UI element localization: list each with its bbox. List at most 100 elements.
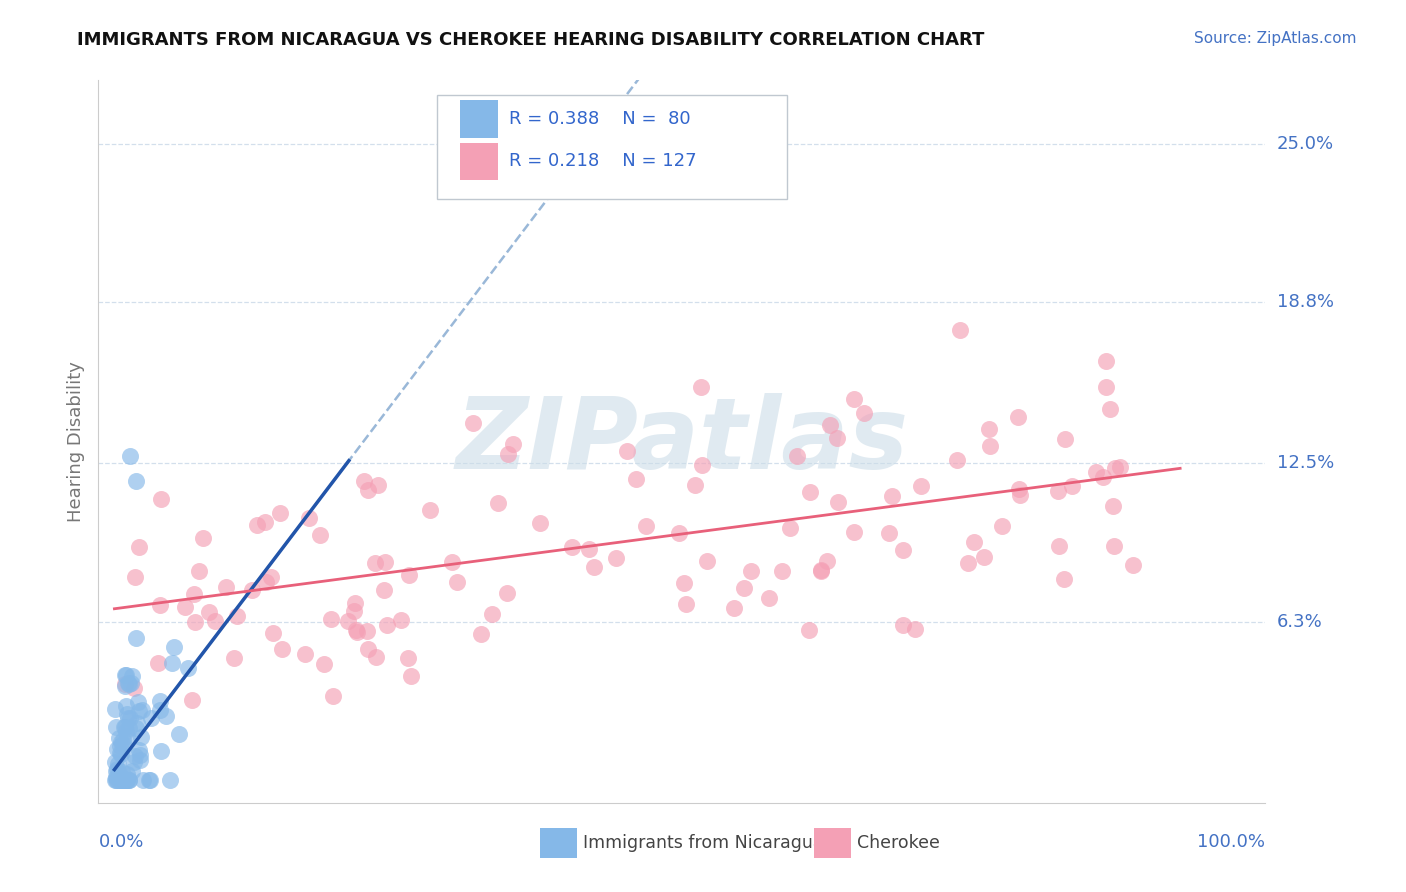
Point [215,580,238,594]
Point [115,706,138,721]
Point [294,647,316,661]
Point [124,569,146,583]
Y-axis label: Hearing Disability: Hearing Disability [66,361,84,522]
Point [346,625,368,640]
Point [118,677,141,691]
Point [962,535,984,549]
Point [1122,558,1144,572]
Point [115,668,138,682]
Point [121,764,143,778]
Point [111,765,134,780]
Point [689,379,711,393]
Point [373,582,395,597]
Point [398,650,420,665]
Point [108,765,131,780]
Point [105,764,128,778]
Point [1095,380,1118,394]
Point [129,753,152,767]
Text: R = 0.218    N = 127: R = 0.218 N = 127 [509,153,697,170]
Point [269,506,291,520]
Point [138,772,160,787]
Point [786,449,808,463]
Point [115,772,138,787]
Point [110,739,132,754]
Point [117,711,139,725]
Point [1104,460,1126,475]
Point [105,772,128,787]
Point [110,770,132,784]
Point [174,600,197,615]
Point [375,618,398,632]
Point [1047,539,1070,553]
Point [1102,499,1125,513]
Point [1053,572,1076,586]
Point [481,607,503,622]
Point [246,517,269,532]
Point [114,772,136,787]
Point [733,581,755,595]
Point [1047,483,1070,498]
Point [149,744,172,758]
Point [122,755,145,769]
Point [366,650,388,665]
Point [690,458,713,473]
Point [891,617,914,632]
Point [124,631,146,645]
Text: 6.3%: 6.3% [1277,613,1322,631]
Point [440,555,463,569]
Point [799,623,821,637]
Point [810,563,832,577]
Point [852,406,875,420]
Point [827,495,849,509]
Point [114,668,136,682]
Point [176,661,198,675]
Point [353,475,375,489]
Point [240,582,263,597]
Point [120,675,142,690]
Point [253,515,276,529]
Point [446,575,468,590]
Point [115,772,138,787]
FancyBboxPatch shape [460,100,498,137]
Point [470,627,492,641]
Point [112,720,135,734]
Point [120,449,142,463]
Point [673,576,696,591]
Point [104,701,127,715]
Point [945,452,967,467]
Point [578,542,600,557]
Point [104,755,127,769]
Point [842,525,865,540]
Point [979,440,1001,454]
Point [131,703,153,717]
Point [364,556,387,570]
Point [1053,432,1076,446]
Point [110,735,132,749]
Point [254,574,277,589]
Point [149,598,172,612]
Point [343,604,366,618]
Point [107,772,129,787]
Point [402,55,425,70]
Point [298,511,321,525]
Point [105,763,128,777]
Point [1109,459,1132,474]
Point [124,748,146,763]
Point [668,526,690,541]
Point [167,727,190,741]
Text: IMMIGRANTS FROM NICARAGUA VS CHEROKEE HEARING DISABILITY CORRELATION CHART: IMMIGRANTS FROM NICARAGUA VS CHEROKEE HE… [77,31,984,49]
Point [115,698,138,713]
Text: 0.0%: 0.0% [98,833,143,851]
Point [128,743,150,757]
Point [104,772,127,787]
Point [675,598,697,612]
Text: ZIPatlas: ZIPatlas [456,393,908,490]
Point [110,747,132,762]
Point [357,641,380,656]
Point [127,696,149,710]
Text: R = 0.388    N =  80: R = 0.388 N = 80 [509,110,690,128]
Point [344,596,367,610]
Point [367,478,389,492]
Point [910,479,932,493]
Point [129,748,152,763]
